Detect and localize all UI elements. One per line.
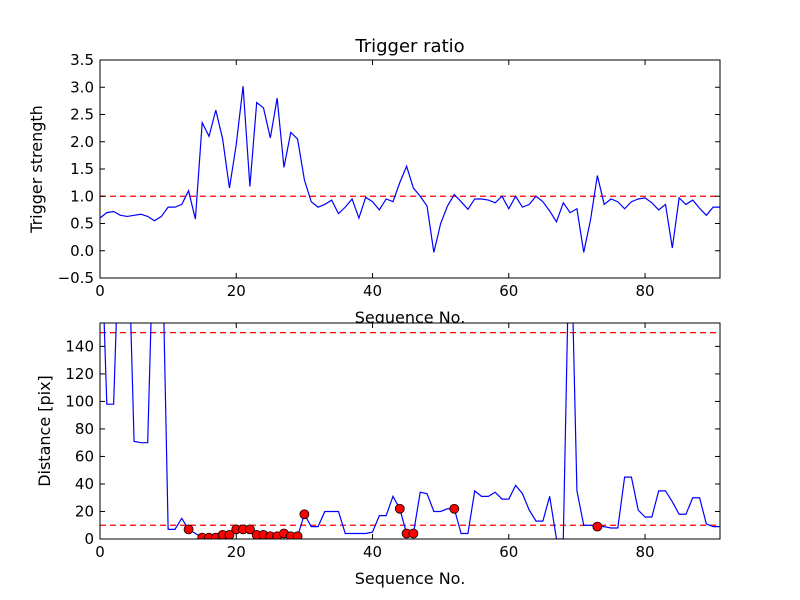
top-y-axis-label: Trigger strength <box>27 105 46 234</box>
bottom-y-tick-label: 80 <box>75 420 94 438</box>
top-plot-frame <box>100 60 720 278</box>
bottom-x-tick-label: 0 <box>95 543 105 561</box>
top-y-tick-label: 2.5 <box>70 106 94 124</box>
bottom-plot-border <box>99 322 721 540</box>
top-y-tick-label: −0.5 <box>58 269 94 287</box>
bottom-y-tick-label: 60 <box>75 447 94 465</box>
bottom-data-point <box>592 521 603 532</box>
top-x-tick-label: 40 <box>363 282 382 300</box>
bottom-y-tick-label: 20 <box>75 502 94 520</box>
bottom-y-tick-label: 0 <box>84 530 94 548</box>
top-y-tick-label: 1.5 <box>70 160 94 178</box>
bottom-data-point <box>244 524 255 535</box>
bottom-data-point <box>449 503 460 514</box>
top-y-tick-label: 0.0 <box>70 242 94 260</box>
bottom-plot-area <box>100 323 720 539</box>
bottom-x-axis-label: Sequence No. <box>355 569 466 588</box>
top-plot-area <box>100 86 720 253</box>
top-x-tick-label: 80 <box>636 282 655 300</box>
top-y-tick-label: 1.0 <box>70 187 94 205</box>
bottom-y-tick-label: 120 <box>65 365 94 383</box>
bottom-x-tick-label: 60 <box>499 543 518 561</box>
top-x-tick-label: 20 <box>227 282 246 300</box>
bottom-data-point <box>299 509 310 520</box>
top-y-tick-label: 3.5 <box>70 51 94 69</box>
top-y-tick-label: 2.0 <box>70 133 94 151</box>
bottom-data-point <box>183 524 194 535</box>
top-chart-title: Trigger ratio <box>354 36 464 57</box>
bottom-x-tick-label: 20 <box>227 543 246 561</box>
bottom-y-tick-label: 100 <box>65 392 94 410</box>
top-y-tick-label: 0.5 <box>70 215 94 233</box>
bottom-y-axis-label: Distance [pix] <box>35 375 54 487</box>
top-x-axis-label: Sequence No. <box>355 308 466 327</box>
top-series-line <box>100 86 720 253</box>
bottom-x-tick-label: 80 <box>636 543 655 561</box>
top-panel: 0 20 40 60 80 −0.5 0.0 0.5 1.0 1.5 2.0 2.5 3.0 3.5 Tr… <box>27 36 721 327</box>
bottom-y-tick-label: 140 <box>65 337 94 355</box>
top-plot-border <box>99 59 721 279</box>
top-x-tick-label: 0 <box>95 282 105 300</box>
bottom-data-point <box>394 503 405 514</box>
top-x-tick-label: 60 <box>499 282 518 300</box>
top-ticks: 0 20 40 60 80 −0.5 0.0 0.5 1.0 1.5 2.0 2.5 3.0 3.5 <box>58 51 720 300</box>
bottom-data-point <box>408 528 419 539</box>
bottom-data-point <box>292 531 303 539</box>
bottom-panel: 0 20 40 60 80 0 20 40 60 80 100 120 140 Distance [pi… <box>35 322 721 588</box>
bottom-x-tick-label: 40 <box>363 543 382 561</box>
bottom-y-tick-label: 40 <box>75 475 94 493</box>
bottom-plot-frame <box>100 323 720 539</box>
bottom-data-point <box>224 529 235 539</box>
top-y-tick-label: 3.0 <box>70 78 94 96</box>
